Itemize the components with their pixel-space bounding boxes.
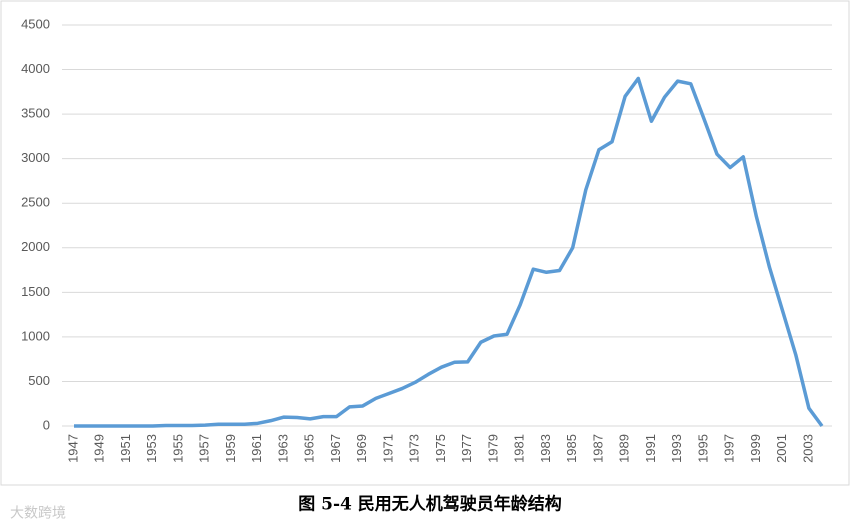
x-tick-label: 1989: [617, 434, 632, 463]
x-tick-label: 1963: [275, 434, 290, 463]
x-tick-label: 1953: [144, 434, 159, 463]
x-tick-label: 1949: [92, 434, 107, 463]
y-tick-label: 3000: [21, 150, 50, 165]
x-tick-label: 1983: [538, 434, 553, 463]
x-tick-label: 1957: [197, 434, 212, 463]
x-tick-label: 1973: [407, 434, 422, 463]
x-tick-label: 1999: [748, 434, 763, 463]
x-tick-label: 1947: [65, 434, 80, 463]
caption: 图 5-4 民用无人机驾驶员年龄结构: [298, 494, 562, 515]
y-tick-label: 2500: [21, 195, 50, 210]
x-tick-label: 1987: [590, 434, 605, 463]
x-tick-label: 1977: [459, 434, 474, 463]
x-tick-label: 2001: [774, 434, 789, 463]
y-tick-label: 500: [28, 373, 50, 388]
x-tick-label: 1969: [354, 434, 369, 463]
x-tick-label: 1981: [512, 434, 527, 463]
x-tick-label: 1997: [722, 434, 737, 463]
x-tick-label: 1995: [695, 434, 710, 463]
x-tick-label: 2003: [800, 434, 815, 463]
x-tick-label: 1965: [302, 434, 317, 463]
y-tick-label: 3500: [21, 106, 50, 121]
x-tick-label: 1991: [643, 434, 658, 463]
data-line: [74, 76, 824, 428]
y-tick-label: 1500: [21, 284, 50, 299]
x-tick-label: 1955: [170, 434, 185, 463]
chart-frame: [0, 0, 850, 486]
x-tick-label: 1985: [564, 434, 579, 463]
y-tick-label: 0: [43, 417, 50, 432]
x-tick-label: 1951: [118, 434, 133, 463]
y-tick-label: 2000: [21, 239, 50, 254]
x-tick-label: 1993: [669, 434, 684, 463]
y-tick-label: 4000: [21, 61, 50, 76]
x-tick-label: 1961: [249, 434, 264, 463]
y-tick-label: 4500: [21, 16, 50, 31]
x-tick-label: 1959: [223, 434, 238, 463]
x-tick-label: 1967: [328, 434, 343, 463]
x-tick-label: 1979: [485, 434, 500, 463]
x-tick-label: 1975: [433, 434, 448, 463]
x-tick-label: 1971: [380, 434, 395, 463]
watermark: 大数跨境: [10, 505, 66, 521]
y-tick-label: 1000: [21, 328, 50, 343]
